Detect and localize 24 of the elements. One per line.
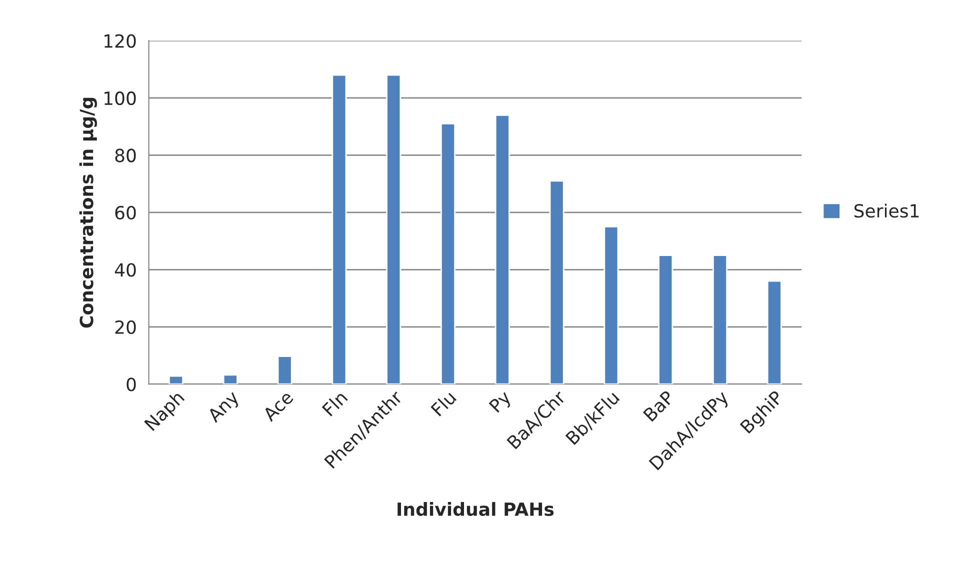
bar bbox=[549, 180, 564, 384]
x-tick-label: Ace bbox=[262, 390, 294, 422]
bar bbox=[604, 226, 619, 384]
bar bbox=[386, 74, 402, 384]
y-tick-label: 60 bbox=[115, 206, 136, 220]
bar bbox=[494, 114, 510, 384]
y-tick-label: 100 bbox=[104, 91, 136, 106]
bar bbox=[712, 254, 728, 384]
x-axis-title: Individual PAHs bbox=[398, 502, 554, 516]
legend-label: Series1 bbox=[854, 204, 919, 218]
bar bbox=[277, 356, 292, 384]
y-tick-label: 80 bbox=[115, 148, 136, 162]
bar bbox=[766, 280, 782, 384]
y-tick-label: 120 bbox=[104, 34, 136, 48]
bar bbox=[440, 123, 456, 384]
y-tick-label: 40 bbox=[114, 263, 136, 277]
bar bbox=[658, 254, 674, 384]
bar bbox=[332, 74, 347, 384]
bar bbox=[168, 375, 184, 384]
y-tick-label: 0 bbox=[126, 378, 136, 392]
y-axis-title: Concentrations in µg/g bbox=[79, 98, 97, 328]
y-tick-label: 20 bbox=[115, 320, 136, 334]
x-tick-label: Flu bbox=[430, 390, 457, 417]
bar bbox=[222, 374, 238, 384]
